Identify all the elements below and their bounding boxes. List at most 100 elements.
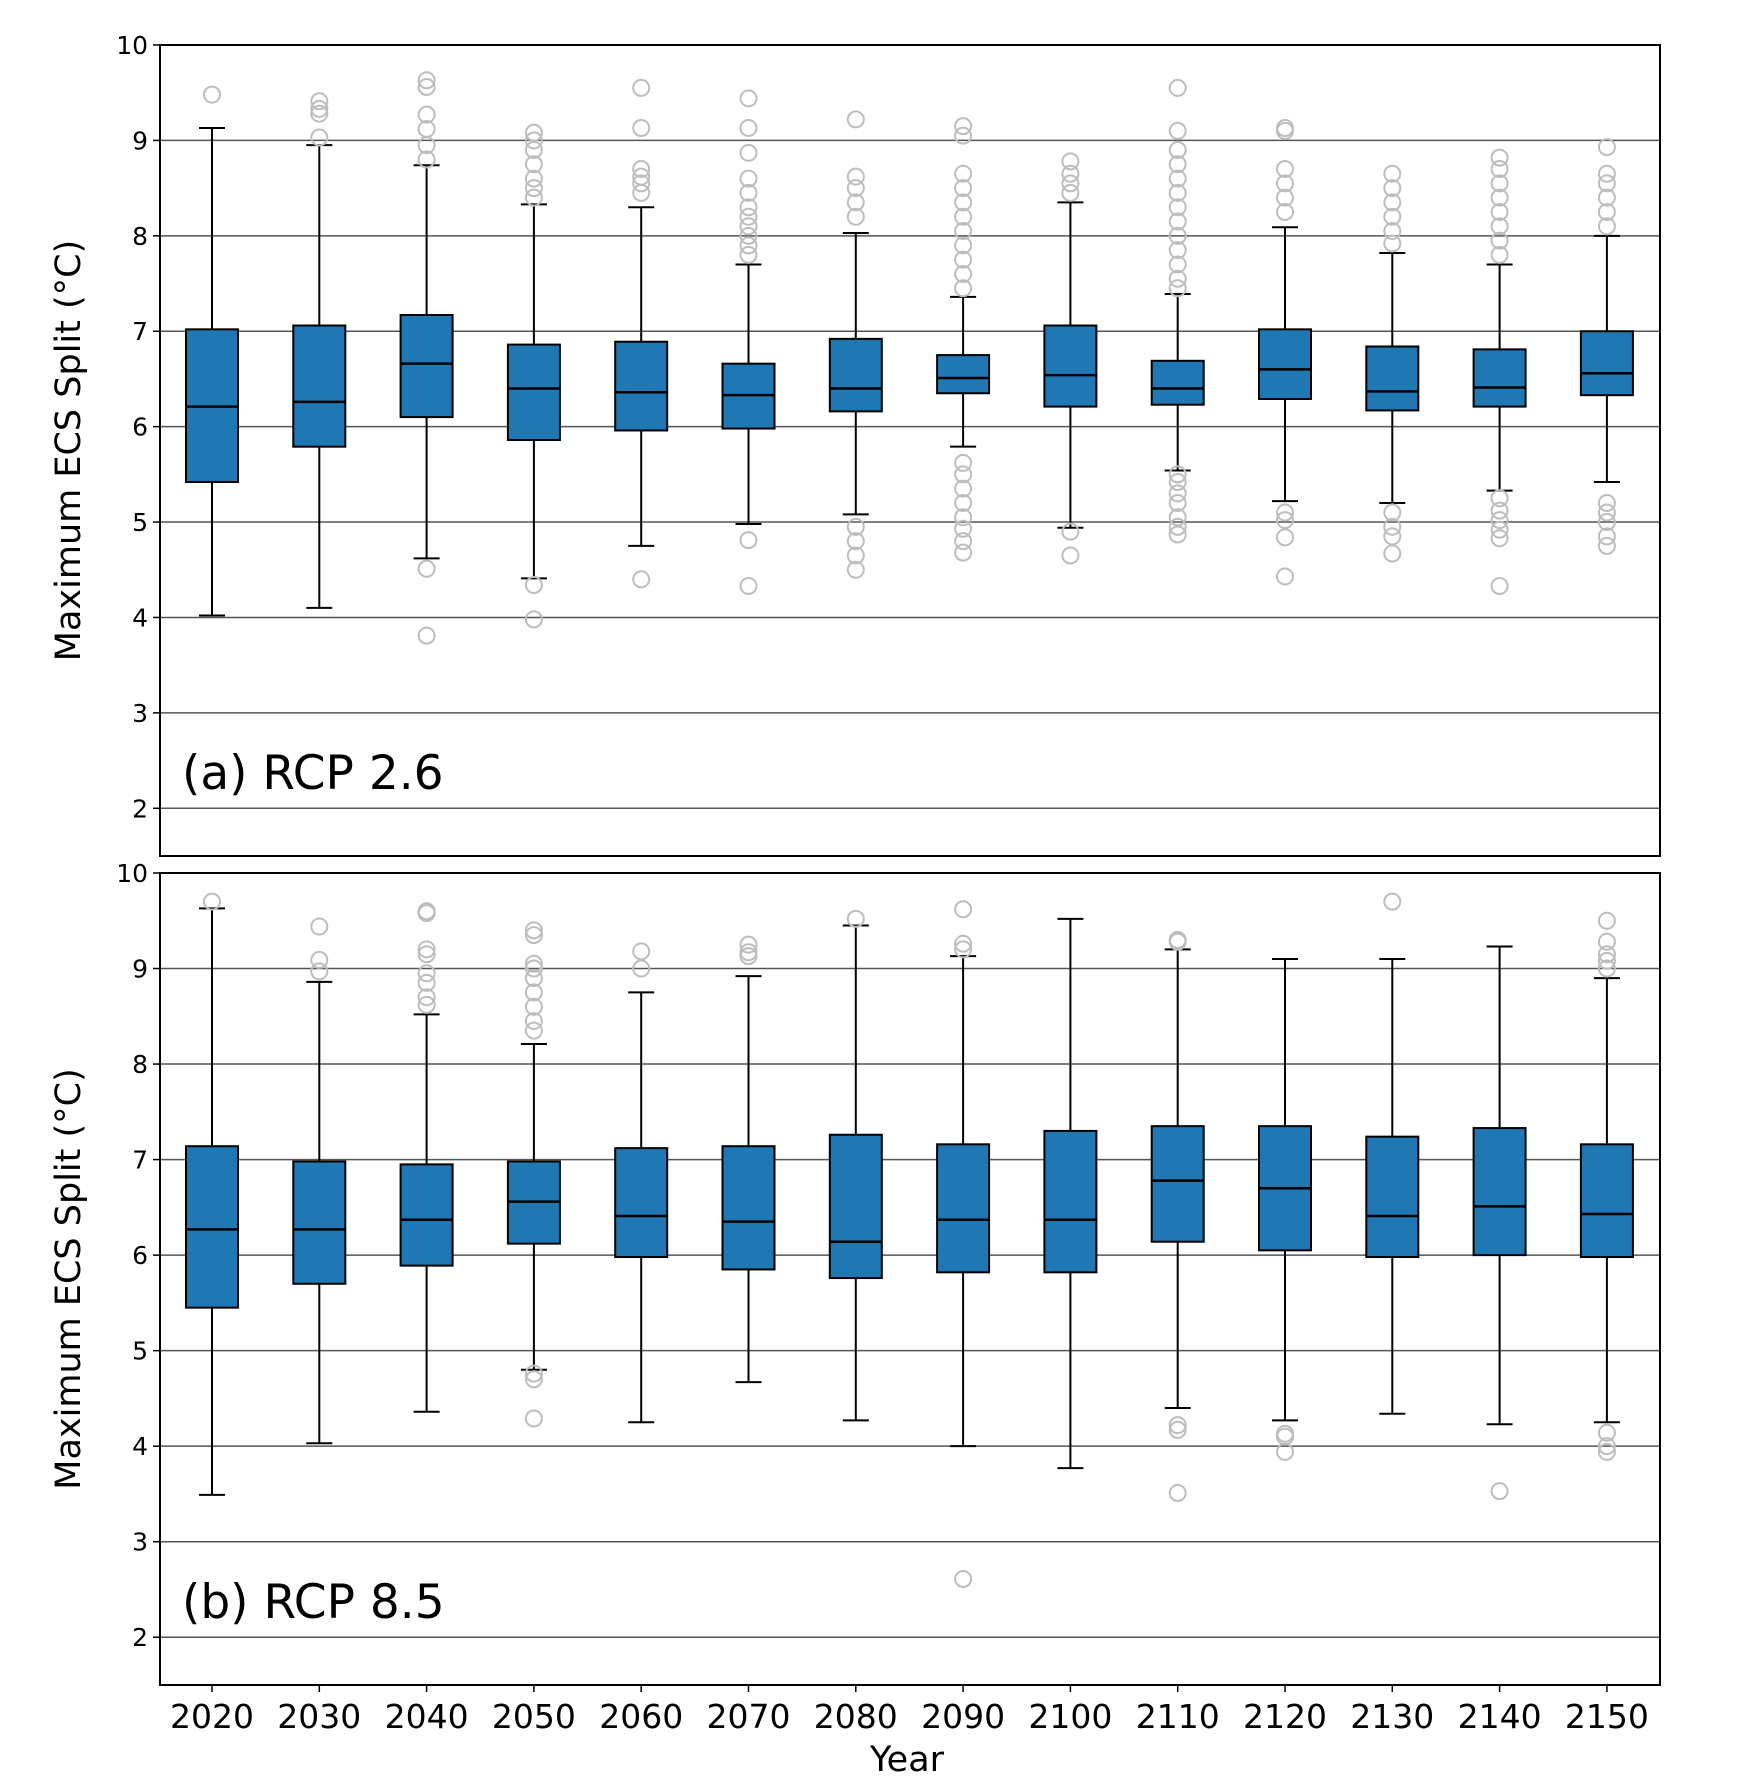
box: [1472, 348, 1527, 408]
flier-point: [1168, 140, 1187, 159]
box: [1579, 330, 1634, 397]
y-tick-label: 3: [132, 699, 148, 728]
flier-point: [954, 179, 973, 198]
flier-point: [954, 236, 973, 255]
flier-point: [417, 995, 436, 1014]
flier-point: [1597, 1423, 1616, 1442]
flier-point: [954, 250, 973, 269]
y-tick-label: 4: [132, 603, 148, 632]
flier-point: [1168, 465, 1187, 484]
box: [1365, 345, 1420, 412]
flier-point: [417, 988, 436, 1007]
flier-point: [1597, 174, 1616, 193]
box: [828, 1133, 883, 1280]
flier-point: [632, 183, 651, 202]
flier-point: [1490, 188, 1509, 207]
flier-point: [954, 532, 973, 551]
flier-point: [1597, 138, 1616, 157]
box: [1258, 328, 1312, 400]
y-tick-label: 5: [132, 1337, 148, 1366]
flier-point: [417, 626, 436, 645]
x-tick-label: 2050: [492, 1697, 576, 1736]
x-tick-label: 2130: [1350, 1697, 1434, 1736]
box: [1150, 359, 1205, 406]
flier-point: [739, 183, 758, 202]
flier-point: [739, 943, 758, 962]
x-tick-label: 2140: [1458, 1697, 1542, 1736]
flier-point: [1383, 222, 1402, 241]
flier-point: [524, 610, 543, 629]
flier-point: [1168, 525, 1187, 544]
flier-point: [524, 576, 543, 595]
flier-point: [524, 997, 543, 1016]
flier-point: [954, 519, 973, 538]
flier-point: [1597, 513, 1616, 532]
flier-point: [1490, 489, 1509, 508]
flier-point: [1490, 231, 1509, 250]
y-tick-label: 10: [116, 859, 148, 888]
flier-point: [417, 77, 436, 96]
flier-point: [1168, 493, 1187, 512]
flier-point: [1276, 160, 1294, 179]
flier-point: [1168, 517, 1187, 536]
box: [1472, 1127, 1527, 1257]
flier-point: [524, 921, 543, 940]
flier-point: [310, 950, 329, 969]
flier-point: [524, 179, 543, 198]
y-tick-label: 5: [132, 508, 148, 537]
flier-point: [417, 105, 436, 124]
flier-point: [632, 570, 651, 589]
flier-point: [1490, 520, 1509, 539]
flier-point: [1168, 155, 1187, 174]
flier-point: [1383, 179, 1402, 198]
flier-point: [739, 245, 758, 264]
flier-point: [954, 193, 973, 212]
box: [1365, 1135, 1420, 1259]
x-tick-label: 2040: [385, 1697, 469, 1736]
flier-point: [954, 279, 973, 298]
y-tick-label: 4: [132, 1432, 148, 1461]
flier-point: [524, 1021, 543, 1040]
flier-point: [1276, 503, 1294, 522]
flier-point: [1168, 198, 1187, 217]
flier-point: [739, 217, 758, 236]
box: [399, 314, 454, 419]
flier-point: [1168, 78, 1187, 97]
y-tick-label: 10: [116, 31, 148, 60]
box: [399, 1163, 454, 1267]
flier-point: [1597, 527, 1616, 546]
flier-point: [1597, 951, 1616, 970]
flier-point: [1490, 1482, 1509, 1501]
flier-point: [1383, 503, 1402, 522]
flier-point: [524, 926, 543, 945]
flier-point: [1061, 522, 1080, 541]
flier-point: [1490, 529, 1509, 548]
panel-rcp26: 2 3 4 5 6 7 8 9 10 (a) RCP 2.6 Maximum ECS Split (…: [49, 31, 1661, 857]
box: [185, 1145, 239, 1309]
y-tick-label: 3: [132, 1528, 148, 1557]
box: [292, 1160, 347, 1285]
y-axis-label: Maximum ECS Split (°C): [49, 240, 89, 661]
flier-point: [1597, 503, 1616, 522]
y-tick-label: 6: [132, 1241, 148, 1270]
flier-point: [739, 169, 758, 188]
x-tick-label: 2080: [814, 1697, 898, 1736]
flier-point: [524, 131, 543, 150]
flier-point: [1383, 193, 1402, 212]
flier-point: [417, 940, 436, 959]
flier-point: [1490, 245, 1509, 264]
flier-point: [954, 222, 973, 241]
flier-point: [1061, 164, 1080, 183]
flier-point: [739, 531, 758, 550]
flier-point: [1168, 1420, 1187, 1439]
flier-point: [1597, 932, 1616, 951]
flier-point: [632, 119, 651, 138]
box: [614, 340, 669, 432]
flier-point: [524, 969, 543, 988]
x-tick-label: 2030: [277, 1697, 361, 1736]
flier-point: [954, 934, 973, 953]
flier-point: [739, 935, 758, 954]
flier-point: [1168, 255, 1187, 274]
flier-point: [954, 1569, 973, 1588]
flier-point: [1597, 1442, 1616, 1461]
